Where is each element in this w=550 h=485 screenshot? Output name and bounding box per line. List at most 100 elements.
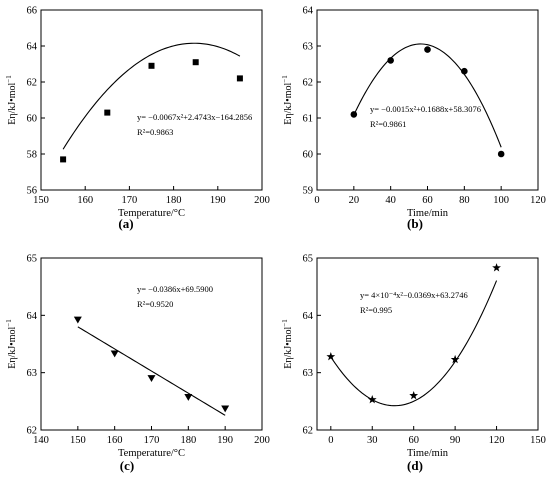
y-tick-label-1: 59 (303, 186, 314, 197)
x-tick-label-4: 90 (450, 435, 461, 446)
x-axis: 0 20 40 60 80 100 120 (314, 186, 546, 206)
x-axis-title: Temperature/°C (118, 208, 185, 219)
fit-equation: y= −0.0386x+69.5900 (137, 284, 213, 294)
x-axis: 150 160 170 180 190 200 (33, 186, 270, 206)
data-point-3 (147, 375, 156, 382)
y-tick-label-2: 63 (27, 368, 38, 379)
x-tick-label-1: 150 (33, 195, 49, 206)
x-tick-label-7: 120 (530, 195, 546, 206)
data-point-4 (192, 59, 199, 66)
x-tick-label-2: 160 (77, 195, 93, 206)
y-axis: 59 60 61 62 63 64 (303, 6, 321, 197)
y-tick-label-3: 64 (303, 311, 314, 322)
y-axis-title: Eη/kJ•mol−1 (5, 319, 18, 369)
x-tick-label-4: 170 (144, 435, 160, 446)
x-tick-label-1: 140 (33, 435, 49, 446)
data-point-2 (110, 350, 119, 358)
x-tick-label-3: 160 (107, 435, 123, 446)
data-point-5 (221, 405, 230, 413)
data-point-4 (461, 67, 468, 75)
x-axis: 0 30 60 90 120 150 (328, 426, 546, 446)
data-point-3 (424, 46, 431, 53)
x-tick-label-3: 170 (122, 195, 138, 206)
y-tick-label-4: 65 (303, 254, 314, 265)
x-axis-title: Temperature/°C (118, 448, 185, 459)
data-point-5 (492, 263, 501, 272)
data-point-4 (450, 354, 460, 364)
x-tick-label-2: 30 (367, 435, 378, 446)
y-tick-label-3: 61 (303, 114, 314, 125)
y-tick-label-5: 63 (303, 42, 314, 53)
y-tick-label-2: 63 (303, 368, 314, 379)
data-point-1 (350, 111, 358, 118)
data-point-2 (367, 395, 377, 404)
data-point-4 (184, 394, 193, 401)
plot-frame (316, 257, 539, 431)
data-point-3 (409, 391, 419, 400)
fit-equation: y= −0.0067x²+2.4743x−164.2856 (137, 112, 252, 122)
y-tick-label-5: 64 (27, 42, 38, 53)
y-tick-label-6: 66 (27, 6, 38, 17)
y-axis-title: Eη/kJ•mol−1 (281, 75, 294, 125)
y-axis: 62 63 64 65 (303, 254, 321, 437)
chart-panel-4: 0 30 60 90 120 150 62 63 64 65 Time/min Eη/kJ•mol−1… (281, 254, 546, 474)
y-axis: 56 58 60 62 64 66 (27, 6, 45, 197)
panel-label: (a) (118, 216, 133, 231)
r-squared: R²=0.9863 (137, 127, 173, 137)
y-tick-label-2: 60 (303, 150, 314, 161)
x-tick-label-4: 180 (166, 195, 182, 206)
x-tick-label-2: 150 (70, 435, 86, 446)
x-tick-label-6: 200 (254, 195, 270, 206)
data-point-1 (73, 316, 82, 324)
x-tick-label-2: 20 (349, 195, 360, 206)
y-tick-label-4: 62 (27, 78, 38, 89)
y-axis: 62 63 64 65 (27, 254, 45, 437)
data-point-5 (497, 150, 505, 158)
chart-panel-3: 140 150 160 170 180 190 200 62 63 64 65 Temperature… (5, 254, 270, 474)
y-axis-title: Eη/kJ•mol−1 (5, 75, 18, 125)
plot-frame (316, 9, 539, 191)
data-point-2 (104, 109, 111, 116)
y-tick-label-3: 64 (27, 311, 38, 322)
data-point-1 (326, 352, 336, 361)
x-axis-title: Time/min (407, 448, 449, 459)
data-point-1 (60, 156, 67, 163)
r-squared: R²=0.9861 (370, 119, 406, 129)
x-tick-label-5: 180 (180, 435, 196, 446)
data-point-2 (387, 57, 394, 64)
x-tick-label-6: 100 (493, 195, 509, 206)
y-tick-label-4: 62 (303, 78, 314, 89)
x-axis: 140 150 160 170 180 190 200 (33, 426, 270, 446)
x-tick-label-7: 200 (254, 435, 270, 446)
data-point-3 (148, 62, 155, 69)
fit-line (62, 42, 241, 150)
y-tick-label-3: 60 (27, 114, 38, 125)
y-tick-label-1: 62 (27, 426, 38, 437)
y-tick-label-1: 56 (27, 186, 38, 197)
x-tick-label-1: 0 (314, 195, 319, 206)
x-tick-label-5: 190 (210, 195, 226, 206)
panel-label: (b) (407, 216, 423, 231)
x-tick-label-5: 80 (459, 195, 470, 206)
chart-panel-2: 0 20 40 60 80 100 120 59 60 61 62 63 64 Time/min Eη/kJ… (281, 6, 546, 232)
data-point-5 (236, 75, 243, 82)
x-tick-label-5: 120 (489, 435, 505, 446)
r-squared: R²=0.995 (360, 305, 392, 315)
data-points (326, 263, 501, 404)
data-points (73, 316, 230, 413)
fit-equation: y= −0.0015x²+0.1688x+58.3076 (370, 104, 481, 114)
data-points (350, 46, 505, 158)
y-tick-label-2: 58 (27, 150, 38, 161)
data-points (60, 59, 243, 163)
x-tick-label-6: 190 (217, 435, 233, 446)
x-tick-label-1: 0 (328, 435, 333, 446)
r-squared: R²=0.9520 (137, 299, 173, 309)
x-tick-label-4: 60 (422, 195, 433, 206)
x-tick-label-6: 150 (530, 435, 546, 446)
fit-line (353, 43, 502, 148)
panel-label: (d) (407, 458, 423, 473)
fit-equation: y= 4×10⁻⁴x²−0.0369x+63.2746 (360, 290, 468, 300)
chart-panel-1: 150 160 170 180 190 200 56 58 60 62 64 66 Temperatur… (5, 6, 270, 232)
